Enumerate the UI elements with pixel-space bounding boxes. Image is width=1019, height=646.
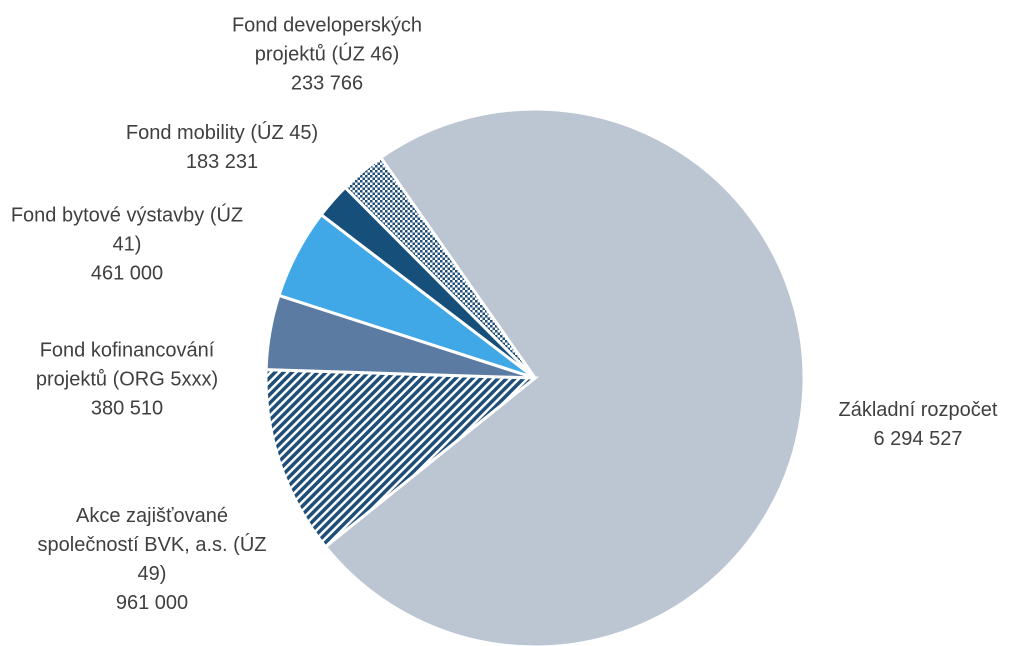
category-name: Fond kofinancování projektů (ORG 5xxx)	[35, 339, 219, 391]
value-label: 183 231	[185, 151, 259, 173]
category-name: Fond mobility (ÚZ 45)	[125, 122, 319, 144]
value-label: 233 766	[290, 72, 364, 95]
value-label: 380 510	[90, 397, 164, 420]
pie-slice	[323, 107, 806, 646]
category-name: Akce zajišťované společností BVK, a.s. (…	[37, 505, 267, 585]
slice-label: Akce zajišťované společností BVK, a.s. (…	[37, 502, 267, 618]
pie-slice	[343, 155, 537, 380]
slice-label: Fond kofinancování projektů (ORG 5xxx) 38…	[7, 337, 247, 424]
category-name: Fond developerských projektů (ÚZ 46)	[231, 14, 423, 66]
slice-label: Fond mobility (ÚZ 45) 183 231	[92, 119, 352, 177]
slice-label: Fond developerských projektů (ÚZ 46) 233 …	[197, 12, 457, 99]
value-label: 6 294 527	[873, 428, 963, 450]
category-name: Fond bytové výstavby (ÚZ 41)	[10, 204, 244, 256]
value-label: 961 000	[115, 592, 189, 614]
slice-label: Základní rozpočet 6 294 527	[798, 396, 1019, 454]
pie-slice	[264, 368, 540, 549]
slice-label: Fond bytové výstavby (ÚZ 41) 461 000	[7, 202, 247, 289]
value-label: 461 000	[90, 262, 164, 285]
category-name: Základní rozpočet	[838, 399, 998, 421]
